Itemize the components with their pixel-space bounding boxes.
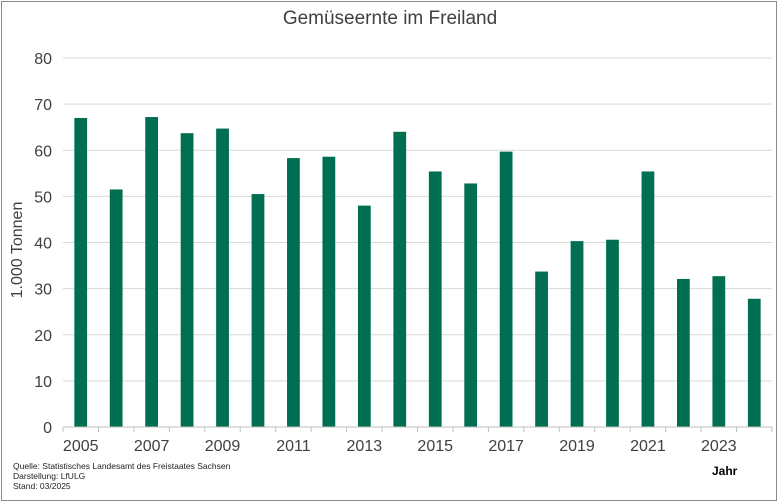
y-axis-title-container: 1.000 Tonnen [6,150,30,350]
bar [393,131,407,428]
x-tick-label: 2021 [630,438,666,455]
bar [676,278,690,427]
source-note: Quelle: Statistisches Landesamt des Frei… [13,461,231,471]
bar [251,194,265,427]
bar [216,128,229,428]
x-tick-label: 2013 [347,438,383,455]
x-tick-label: 2017 [488,438,524,455]
x-tick-label: 2023 [701,438,737,455]
y-tick-label: 40 [34,236,52,253]
bar [287,158,300,427]
y-tick-label: 0 [43,420,52,437]
y-tick-label: 30 [34,282,52,299]
y-tick-label: 60 [34,143,52,160]
bar [357,205,371,427]
bar [712,276,726,427]
representation-note: Darstellung: LfULG [13,471,86,481]
chart-title: Gemüseernte im Freiland [282,8,498,29]
bars [74,117,761,428]
x-tick-label: 2005 [63,438,99,455]
y-tick-label: 80 [34,51,52,68]
bar [606,239,619,427]
x-tick-label: 2011 [276,438,311,455]
x-tick-label: 2007 [134,438,170,455]
bar [499,151,513,428]
bar [322,156,336,427]
y-axis-ticks: 0 10 20 30 40 50 60 70 80 [34,51,52,437]
y-tick-label: 70 [34,97,52,114]
bar [747,298,761,427]
bar [145,117,159,427]
gridlines [63,57,772,382]
y-tick-label: 20 [34,328,52,345]
bar [464,183,478,427]
footnotes: Quelle: Statistisches Landesamt des Frei… [13,461,230,491]
x-axis-title: Jahr [712,464,738,478]
x-tick-label: 2009 [205,438,241,455]
x-tick-label: 2019 [559,438,595,455]
bar [535,271,548,427]
y-axis-title: 1.000 Tonnen [9,201,26,299]
x-axis [62,426,773,432]
y-tick-label: 50 [34,189,52,206]
x-tick-label: 2015 [417,438,453,455]
bar [428,171,442,427]
bar [641,171,655,427]
y-tick-label: 10 [34,374,52,391]
x-axis-ticks: 2005 2007 2009 2011 2013 2015 2017 2019 2021 2023 [63,438,737,455]
bar [109,189,123,427]
status-note: Stand: 03/2025 [13,481,71,491]
bar [74,117,88,428]
bar [570,241,584,427]
bar [180,133,194,427]
